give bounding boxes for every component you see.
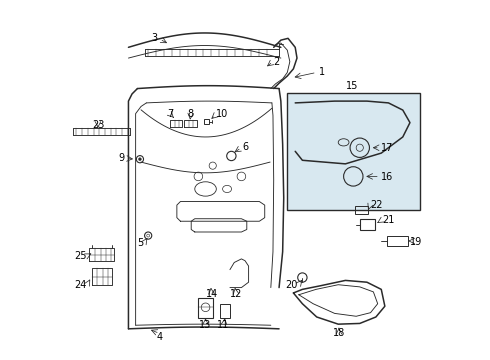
- Text: 11: 11: [218, 320, 230, 330]
- Text: 12: 12: [230, 289, 243, 299]
- Text: 7: 7: [167, 109, 173, 120]
- Text: 3: 3: [151, 33, 157, 43]
- Text: 18: 18: [333, 328, 345, 338]
- Text: 13: 13: [199, 320, 212, 330]
- Text: 9: 9: [119, 153, 125, 163]
- Text: 1: 1: [318, 67, 325, 77]
- Text: 21: 21: [382, 215, 394, 225]
- Bar: [360, 220, 375, 230]
- Text: 4: 4: [157, 332, 163, 342]
- Text: 25: 25: [74, 251, 87, 261]
- Text: 16: 16: [381, 172, 393, 182]
- Bar: [387, 235, 408, 246]
- Text: 6: 6: [243, 141, 248, 152]
- Text: 8: 8: [188, 109, 194, 120]
- Text: 17: 17: [381, 143, 393, 153]
- Text: 5: 5: [138, 238, 144, 248]
- Circle shape: [139, 158, 141, 161]
- Text: 14: 14: [206, 289, 218, 299]
- Bar: [355, 206, 368, 214]
- Text: 24: 24: [74, 280, 87, 290]
- Text: 22: 22: [370, 200, 383, 210]
- FancyBboxPatch shape: [287, 93, 420, 210]
- Text: 20: 20: [286, 280, 298, 290]
- Bar: [204, 119, 209, 125]
- Text: 2: 2: [274, 57, 280, 67]
- Bar: [198, 298, 213, 318]
- Text: 23: 23: [92, 120, 104, 130]
- Bar: [220, 304, 230, 318]
- Text: 10: 10: [216, 109, 228, 120]
- Text: 15: 15: [346, 81, 359, 91]
- Text: 19: 19: [410, 237, 422, 247]
